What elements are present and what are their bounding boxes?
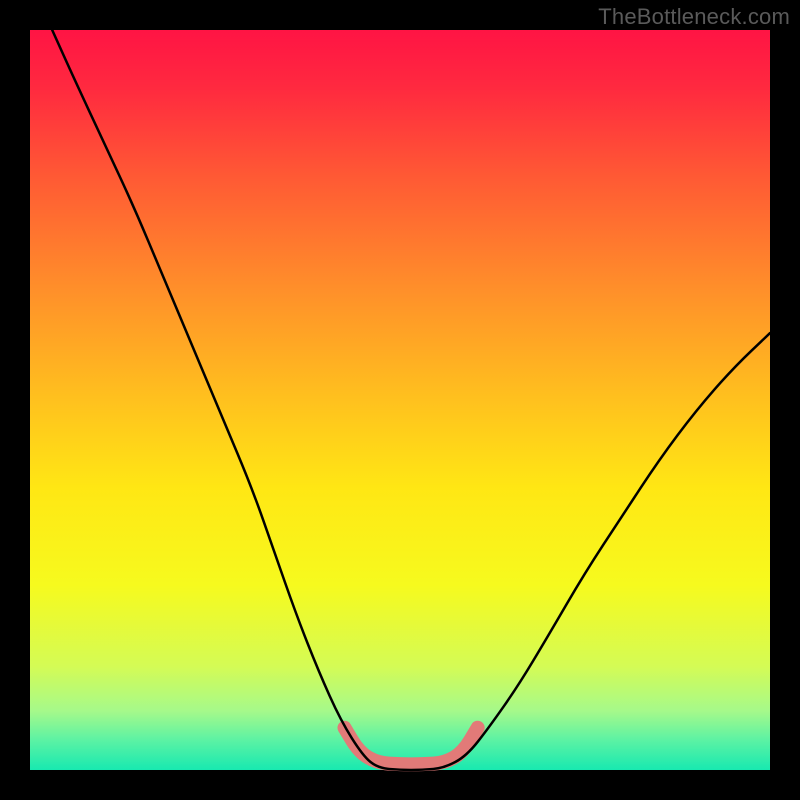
gradient-plot-area — [30, 30, 770, 770]
bottleneck-chart — [0, 0, 800, 800]
watermark-text: TheBottleneck.com — [598, 4, 790, 30]
chart-frame: { "watermark": { "text": "TheBottleneck.… — [0, 0, 800, 800]
